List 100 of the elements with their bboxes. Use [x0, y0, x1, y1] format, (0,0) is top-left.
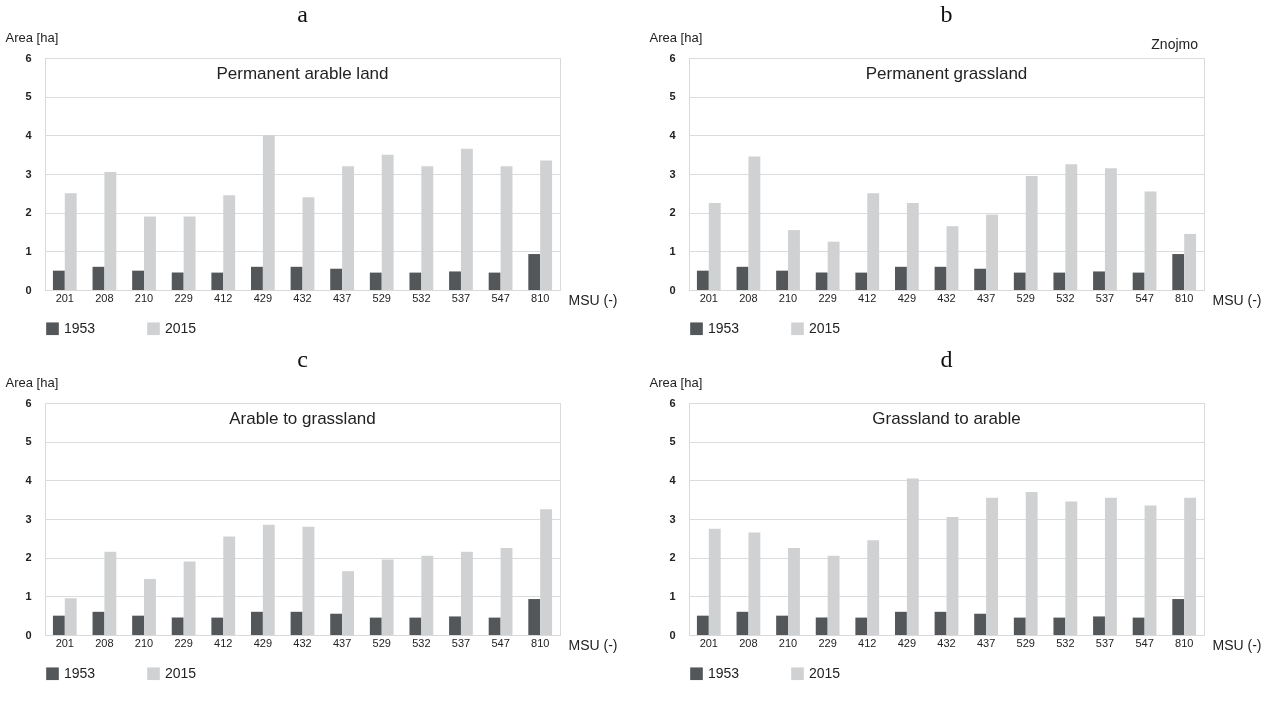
- bar: [934, 266, 947, 290]
- bar: [449, 271, 461, 290]
- chart-subtitle: Permanent grassland: [865, 64, 1028, 83]
- bar: [171, 272, 184, 290]
- bar: [251, 266, 263, 290]
- y-axis-title: Area [ha]: [649, 374, 703, 390]
- x-tick-label: 810: [531, 291, 550, 304]
- bar: [855, 617, 868, 635]
- x-tick-label: 432: [937, 291, 956, 304]
- y-tick-label: 2: [25, 551, 32, 564]
- x-tick-label: 537: [451, 636, 471, 649]
- x-tick-label: 429: [897, 291, 917, 304]
- x-tick-label: 437: [976, 636, 996, 649]
- x-tick-label: 208: [739, 636, 758, 649]
- bar: [815, 617, 828, 635]
- y-tick-label: 1: [669, 244, 676, 257]
- x-tick-label: 412: [214, 291, 233, 304]
- bar: [1093, 616, 1105, 635]
- x-tick-label: 208: [95, 636, 114, 649]
- y-tick-label: 3: [669, 167, 676, 180]
- legend-label: 1953: [708, 664, 740, 681]
- y-tick-label: 3: [669, 512, 676, 525]
- chart-title: c: [297, 346, 308, 372]
- x-tick-label: 229: [174, 291, 193, 304]
- x-tick-label: 432: [293, 636, 312, 649]
- x-tick-label: 229: [174, 636, 193, 649]
- bar: [409, 272, 422, 290]
- bar: [736, 611, 749, 635]
- bar: [211, 617, 224, 635]
- bar: [52, 270, 65, 290]
- x-tick-label: 432: [293, 291, 312, 304]
- bar: [1132, 617, 1145, 635]
- x-tick-label: 412: [858, 291, 877, 304]
- y-tick-label: 5: [669, 435, 676, 448]
- x-tick-label: 532: [1056, 291, 1075, 304]
- x-tick-label: 412: [858, 636, 877, 649]
- y-tick-label: 1: [25, 244, 32, 257]
- x-tick-label: 210: [778, 636, 798, 649]
- bar: [92, 611, 105, 635]
- x-tick-label: 547: [1135, 636, 1154, 649]
- y-tick-label: 1: [25, 589, 32, 602]
- legend-label: 2015: [165, 319, 197, 336]
- x-tick-label: 529: [372, 636, 391, 649]
- bar: [1093, 271, 1105, 290]
- legend-label: 2015: [165, 664, 197, 681]
- y-tick-label: 6: [669, 396, 676, 409]
- y-tick-label: 5: [25, 90, 32, 103]
- chart-subtitle: Permanent arable land: [216, 64, 389, 83]
- bar: [895, 611, 907, 635]
- y-tick-label: 4: [669, 128, 677, 141]
- chart-subtitle: Arable to grassland: [229, 409, 376, 428]
- x-tick-label: 208: [95, 291, 114, 304]
- bar: [369, 272, 382, 290]
- y-tick-label: 5: [25, 435, 32, 448]
- chart-title: d: [940, 346, 953, 372]
- x-tick-label: 437: [976, 291, 996, 304]
- y-tick-label: 4: [25, 473, 33, 486]
- y-tick-label: 0: [25, 628, 32, 641]
- bar: [696, 615, 709, 635]
- x-tick-label: 547: [1135, 291, 1154, 304]
- x-tick-label: 532: [412, 291, 431, 304]
- x-tick-label: 229: [818, 291, 837, 304]
- y-axis-title: Area [ha]: [649, 29, 703, 45]
- x-tick-label: 810: [1175, 636, 1194, 649]
- bar: [251, 611, 263, 635]
- bar: [488, 617, 501, 635]
- x-tick-label: 532: [412, 636, 431, 649]
- bar: [1132, 272, 1145, 290]
- bar: [52, 615, 65, 635]
- x-axis-title: MSU (-): [1212, 636, 1262, 653]
- x-tick-label: 201: [699, 291, 718, 304]
- bar: [974, 268, 987, 290]
- x-axis-title: MSU (-): [568, 291, 618, 308]
- bar: [528, 599, 541, 635]
- x-tick-label: 229: [818, 636, 837, 649]
- bar: [696, 270, 709, 290]
- y-tick-label: 0: [669, 628, 676, 641]
- bar: [449, 616, 461, 635]
- x-tick-label: 537: [1095, 636, 1115, 649]
- bar: [92, 266, 105, 290]
- y-tick-label: 4: [669, 473, 677, 486]
- x-tick-label: 537: [1095, 291, 1115, 304]
- bar: [528, 254, 541, 290]
- x-tick-label: 210: [134, 636, 154, 649]
- y-tick-label: 2: [25, 206, 32, 219]
- y-tick-label: 0: [669, 283, 676, 296]
- x-tick-label: 529: [372, 291, 391, 304]
- x-tick-label: 537: [451, 291, 471, 304]
- chart-subtitle: Grassland to arable: [872, 409, 1021, 428]
- x-axis-title: MSU (-): [1212, 291, 1262, 308]
- x-tick-label: 810: [531, 636, 550, 649]
- y-tick-label: 2: [669, 206, 676, 219]
- x-tick-label: 208: [739, 291, 758, 304]
- bar: [855, 272, 868, 290]
- bar: [1053, 272, 1066, 290]
- y-tick-label: 3: [25, 167, 32, 180]
- legend-label: 1953: [64, 319, 96, 336]
- x-axis-title: MSU (-): [568, 636, 618, 653]
- x-tick-label: 810: [1175, 291, 1194, 304]
- y-tick-label: 1: [669, 589, 676, 602]
